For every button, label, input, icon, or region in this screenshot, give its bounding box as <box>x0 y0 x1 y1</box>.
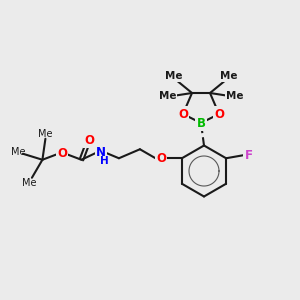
Text: Me: Me <box>220 70 237 81</box>
Text: Me: Me <box>22 178 36 188</box>
Text: Me: Me <box>226 91 243 101</box>
Text: O: O <box>178 107 188 121</box>
Text: Me: Me <box>38 129 53 139</box>
Text: O: O <box>156 152 166 165</box>
Text: Me: Me <box>159 91 176 101</box>
Text: O: O <box>214 107 224 121</box>
Text: F: F <box>244 149 253 162</box>
Text: O: O <box>57 147 67 160</box>
Text: Me: Me <box>165 70 182 81</box>
Text: H: H <box>100 156 109 166</box>
Text: Me: Me <box>11 147 25 157</box>
Text: B: B <box>196 116 206 130</box>
Text: O: O <box>84 134 94 147</box>
Text: N: N <box>96 146 106 159</box>
